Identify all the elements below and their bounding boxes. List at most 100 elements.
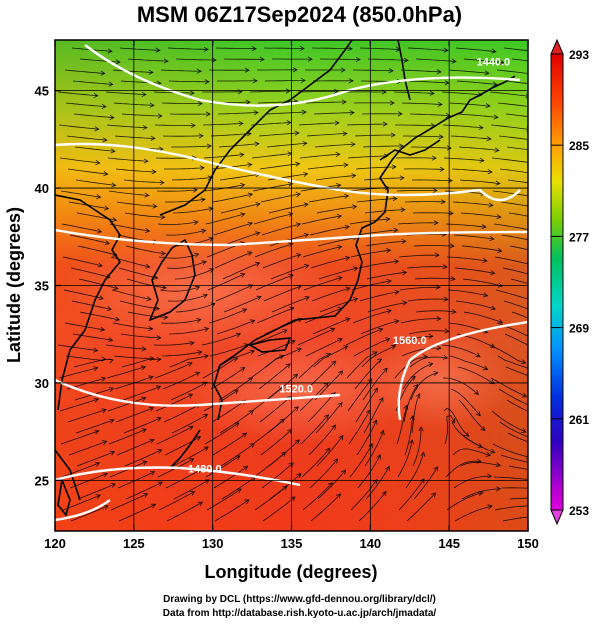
streamline-arrow <box>148 69 154 75</box>
streamline <box>507 432 528 443</box>
streamline <box>357 229 398 236</box>
streamline-arrow <box>247 251 253 257</box>
streamline-arrow <box>149 355 155 362</box>
streamline <box>302 246 342 258</box>
streamline <box>462 278 503 287</box>
streamline <box>266 142 307 148</box>
streamline-arrow <box>544 217 548 221</box>
streamline <box>299 153 340 159</box>
contour-1440 <box>84 44 521 107</box>
streamline-arrow <box>245 99 251 105</box>
streamline <box>463 311 503 324</box>
x-tick-label: 125 <box>123 536 145 551</box>
streamline-arrow <box>338 370 344 376</box>
streamline <box>316 206 357 214</box>
streamline <box>156 426 194 445</box>
streamline-arrow <box>476 458 482 464</box>
streamline-arrow <box>543 183 547 187</box>
streamline <box>111 289 151 300</box>
streamline <box>158 491 195 511</box>
streamline-arrow <box>379 429 385 436</box>
streamline <box>218 377 253 401</box>
streamline-arrow <box>323 414 329 420</box>
streamline-arrow <box>239 273 246 278</box>
streamline <box>297 328 335 346</box>
streamline <box>400 318 441 324</box>
streamline-arrow <box>295 161 301 167</box>
streamline <box>59 398 99 412</box>
streamline-arrow <box>204 479 210 484</box>
streamline <box>153 342 194 346</box>
streamline <box>409 356 448 368</box>
streamline <box>253 451 286 478</box>
streamline-arrow <box>397 111 403 117</box>
streamline <box>301 215 342 225</box>
streamline-arrow <box>546 496 550 500</box>
streamline <box>57 91 98 97</box>
streamline <box>77 245 118 256</box>
streamline-arrow <box>531 367 536 371</box>
streamline <box>493 476 528 480</box>
streamline <box>121 113 162 117</box>
streamline-arrow <box>244 499 250 504</box>
streamline <box>349 218 390 225</box>
streamline <box>58 124 99 130</box>
streamline <box>500 201 528 207</box>
streamline <box>156 189 198 192</box>
streamline <box>220 443 255 467</box>
streamline-arrow <box>141 91 147 97</box>
streamline <box>297 90 339 93</box>
streamline <box>155 393 193 412</box>
streamline <box>78 278 118 289</box>
streamline-arrow <box>243 465 249 471</box>
streamline-arrow <box>299 45 305 51</box>
streamline-arrow <box>101 103 107 109</box>
streamline <box>250 355 284 379</box>
streamline <box>167 47 209 50</box>
streamline-arrow <box>333 458 339 464</box>
streamline <box>120 333 161 339</box>
streamline-arrow <box>443 47 449 53</box>
streamline <box>307 392 336 423</box>
streamline-arrow <box>485 451 491 457</box>
streamline <box>124 212 165 218</box>
streamline <box>446 492 483 511</box>
streamline-arrow <box>304 264 310 269</box>
streamline <box>496 69 528 74</box>
streamline-arrow <box>108 337 114 343</box>
streamline <box>204 422 240 445</box>
streamline <box>205 455 241 478</box>
streamline <box>317 237 358 247</box>
streamline-arrow <box>194 371 201 377</box>
streamline <box>458 146 499 151</box>
streamline <box>165 229 206 236</box>
streamline-arrow <box>402 300 408 306</box>
y-tick-label: 30 <box>35 376 49 391</box>
streamline-arrow <box>96 194 102 200</box>
streamline <box>75 419 114 434</box>
streamline-arrow <box>247 377 253 383</box>
streamline <box>498 135 528 140</box>
streamline <box>210 133 251 137</box>
streamline <box>269 234 309 247</box>
streamline-arrow <box>115 59 121 65</box>
streamline-arrow <box>489 235 495 242</box>
y-tick-label: 45 <box>35 84 49 99</box>
colorbar-tick-label: 253 <box>569 504 589 518</box>
streamline <box>366 271 407 280</box>
streamline <box>172 446 209 467</box>
colorbar-tick-label: 293 <box>569 48 589 62</box>
y-tick-label: 25 <box>35 473 49 488</box>
streamline-arrow <box>386 248 392 254</box>
streamline <box>363 397 384 434</box>
streamline <box>154 362 193 379</box>
streamline <box>452 448 491 456</box>
streamline <box>355 387 378 423</box>
streamline <box>397 222 438 225</box>
streamline-arrow <box>190 122 196 129</box>
streamline-arrow <box>432 187 438 194</box>
streamline-arrow <box>241 432 248 438</box>
streamline-arrow <box>110 148 116 154</box>
streamline-arrow <box>487 169 493 175</box>
